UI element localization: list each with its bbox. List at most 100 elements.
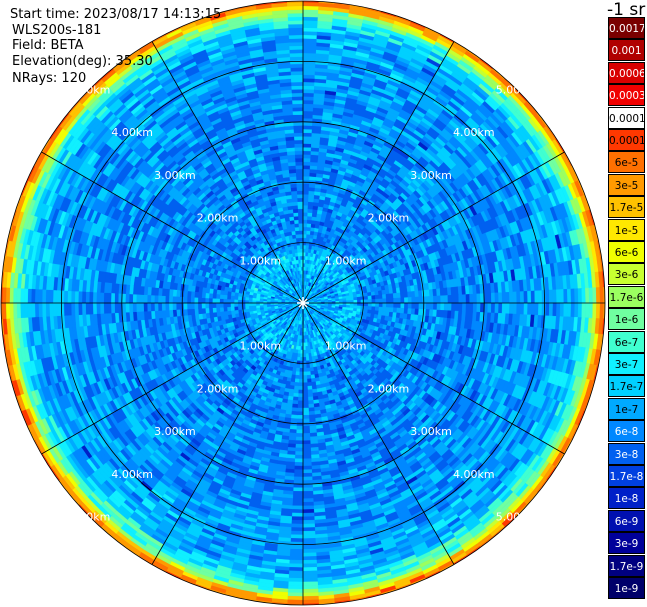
range-gate-cell xyxy=(382,302,387,308)
range-gate-cell xyxy=(302,208,309,213)
range-gate-cell xyxy=(302,443,311,449)
range-gate-cell xyxy=(371,298,376,304)
range-gate-cell xyxy=(389,293,394,299)
range-gate-cell xyxy=(302,375,308,380)
range-gate-cell xyxy=(302,59,316,65)
range-gate-cell xyxy=(527,290,532,304)
range-gate-cell xyxy=(393,297,398,304)
range-gate-cell xyxy=(306,374,312,380)
range-gate-cell xyxy=(302,382,308,387)
range-gate-cell xyxy=(429,302,434,311)
range-gate-cell xyxy=(382,306,387,312)
range-gate-cell xyxy=(302,429,311,434)
range-gate-cell xyxy=(302,139,312,145)
range-gate-cell xyxy=(382,298,387,304)
range-gate-cell xyxy=(523,302,528,316)
range-gate-cell xyxy=(469,293,474,304)
range-gate-cell xyxy=(530,290,536,304)
range-gate-cell xyxy=(530,302,536,316)
range-gate-cell xyxy=(534,290,539,304)
range-gate-cell xyxy=(302,194,309,199)
range-gate-cell xyxy=(302,233,307,239)
range-gate-cell xyxy=(349,297,354,301)
range-gate-cell xyxy=(537,302,543,316)
range-gate-cell xyxy=(302,212,308,217)
range-gate-cell xyxy=(400,297,405,304)
range-gate-cell xyxy=(360,296,365,301)
range-gate-cell xyxy=(302,385,308,391)
range-gate-cell xyxy=(302,393,309,398)
range-gate-cell xyxy=(440,302,445,311)
range-gate-cell xyxy=(385,293,391,299)
range-gate-cell xyxy=(302,154,312,159)
range-gate-cell xyxy=(305,241,310,246)
range-gate-cell xyxy=(418,296,423,304)
range-gate-cell xyxy=(432,309,438,318)
range-gate-cell xyxy=(433,295,438,304)
range-gate-cell xyxy=(302,175,310,181)
range-gate-cell xyxy=(581,287,586,304)
range-gate-cell xyxy=(407,297,412,304)
range-gate-cell xyxy=(378,294,383,300)
range-gate-cell xyxy=(367,299,373,304)
range-gate-cell xyxy=(345,297,351,301)
range-gate-cell xyxy=(302,172,311,177)
range-gate-cell xyxy=(306,226,312,232)
range-gate-cell xyxy=(396,302,402,309)
range-gate-cell xyxy=(302,378,308,383)
range-gate-cell xyxy=(509,302,514,315)
range-gate-cell xyxy=(472,293,478,304)
range-gate-cell xyxy=(545,289,550,304)
range-gate-cell xyxy=(302,12,319,18)
range-gate-cell xyxy=(393,302,398,309)
range-gate-cell xyxy=(307,400,314,405)
range-gate-cell xyxy=(574,302,579,318)
range-gate-cell xyxy=(302,400,309,405)
range-gate-cell xyxy=(385,302,391,308)
range-gate-cell xyxy=(302,150,312,155)
range-gate-cell xyxy=(407,302,412,309)
range-gate-cell xyxy=(306,382,312,387)
range-gate-cell xyxy=(400,302,405,309)
range-gate-cell xyxy=(367,302,373,307)
range-gate-cell xyxy=(429,295,434,304)
range-gate-cell xyxy=(425,302,431,310)
range-gate-cell xyxy=(302,16,319,21)
range-gate-cell xyxy=(385,307,391,313)
reflectivity-field xyxy=(1,1,605,605)
range-gate-cell xyxy=(302,81,315,87)
range-gate-cell xyxy=(305,345,309,351)
range-gate-cell xyxy=(302,107,314,112)
range-gate-cell xyxy=(498,292,503,304)
range-gate-cell xyxy=(356,296,362,301)
range-gate-cell xyxy=(556,289,561,304)
range-gate-cell xyxy=(411,302,416,310)
range-gate-cell xyxy=(494,292,499,304)
range-gate-cell xyxy=(353,299,358,304)
range-gate-cell xyxy=(307,389,313,394)
range-gate-cell xyxy=(494,302,499,314)
range-gate-cell xyxy=(378,298,383,304)
range-gate-cell xyxy=(302,364,307,369)
range-gate-cell xyxy=(566,302,572,318)
range-gate-cell xyxy=(465,302,470,312)
range-gate-cell xyxy=(461,294,467,304)
range-gate-cell xyxy=(585,287,590,304)
range-gate-cell xyxy=(577,302,583,318)
range-gate-cell xyxy=(581,302,586,319)
range-gate-cell xyxy=(302,132,313,137)
range-gate-cell xyxy=(422,302,427,310)
range-gate-cell xyxy=(458,302,463,312)
range-gate-cell xyxy=(487,292,492,304)
range-gate-cell xyxy=(512,291,518,304)
range-gate-cell xyxy=(454,302,460,312)
range-gate-cell xyxy=(306,219,312,224)
range-gate-cell xyxy=(433,302,438,311)
range-gate-cell xyxy=(302,74,316,79)
range-gate-cell xyxy=(306,378,312,383)
range-gate-cell xyxy=(302,38,318,43)
range-gate-cell xyxy=(364,295,369,301)
range-gate-cell xyxy=(364,302,369,307)
range-gate-cell xyxy=(302,248,307,253)
range-gate-cell xyxy=(307,205,314,210)
